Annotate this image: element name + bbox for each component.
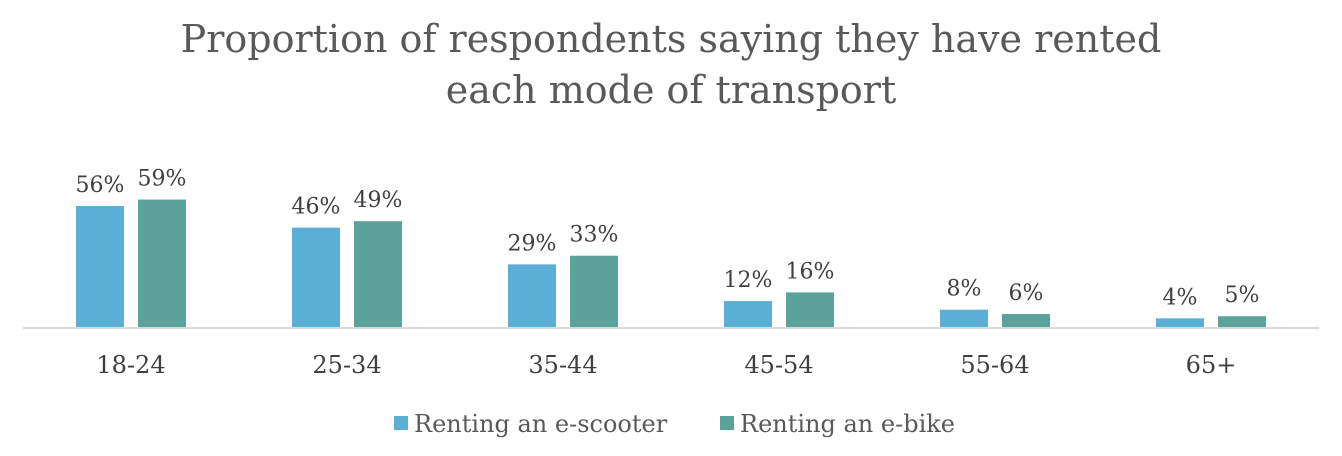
category-labels-layer: 18-24 25-34 35-44 45-54 55-64 65+: [96, 351, 1236, 379]
category-label-35-44: 35-44: [528, 351, 597, 379]
chart-title-line-2: each mode of transport: [446, 68, 897, 112]
chart-title: Proportion of respondents saying they ha…: [181, 17, 1162, 112]
data-label-e-bike-65+: 5%: [1225, 283, 1260, 308]
bar-e-scooter-25-34: [292, 227, 340, 327]
bar-e-bike-65+: [1218, 316, 1266, 327]
data-label-e-scooter-18-24: 56%: [76, 173, 125, 198]
data-label-e-bike-35-44: 33%: [570, 223, 619, 248]
bar-e-scooter-45-54: [724, 301, 772, 327]
bar-e-bike-45-54: [786, 292, 834, 327]
bar-e-bike-25-34: [354, 221, 402, 327]
legend-label-e-bike: Renting an e-bike: [740, 410, 955, 438]
bar-e-bike-55-64: [1002, 314, 1050, 327]
category-label-55-64: 55-64: [960, 351, 1029, 379]
category-label-45-54: 45-54: [744, 351, 813, 379]
bar-e-scooter-65+: [1156, 318, 1204, 327]
data-label-e-bike-45-54: 16%: [786, 259, 835, 284]
bars-layer: [76, 199, 1266, 327]
data-label-e-scooter-35-44: 29%: [508, 231, 557, 256]
legend-swatch-e-bike: [720, 416, 734, 430]
data-label-e-bike-25-34: 49%: [354, 188, 403, 213]
chart-title-line-1: Proportion of respondents saying they ha…: [181, 17, 1162, 61]
bar-e-scooter-35-44: [508, 264, 556, 327]
legend-swatch-e-scooter: [394, 416, 408, 430]
data-label-e-scooter-55-64: 8%: [947, 277, 982, 302]
data-labels-layer: 56% 59% 46% 49% 29% 33% 12% 16% 8% 6% 4% 5%: [76, 167, 1260, 311]
category-label-18-24: 18-24: [96, 351, 165, 379]
bar-e-scooter-18-24: [76, 206, 124, 327]
category-label-25-34: 25-34: [312, 351, 381, 379]
bar-e-bike-18-24: [138, 199, 186, 327]
bar-e-bike-35-44: [570, 255, 618, 327]
legend-label-e-scooter: Renting an e-scooter: [414, 410, 668, 438]
data-label-e-bike-55-64: 6%: [1009, 281, 1044, 306]
data-label-e-scooter-65+: 4%: [1163, 285, 1198, 310]
bar-e-scooter-55-64: [940, 309, 988, 327]
legend: Renting an e-scooter Renting an e-bike: [394, 410, 955, 438]
data-label-e-scooter-45-54: 12%: [724, 268, 773, 293]
data-label-e-bike-18-24: 59%: [138, 167, 187, 192]
data-label-e-scooter-25-34: 46%: [292, 195, 341, 220]
category-label-65+: 65+: [1186, 351, 1237, 379]
